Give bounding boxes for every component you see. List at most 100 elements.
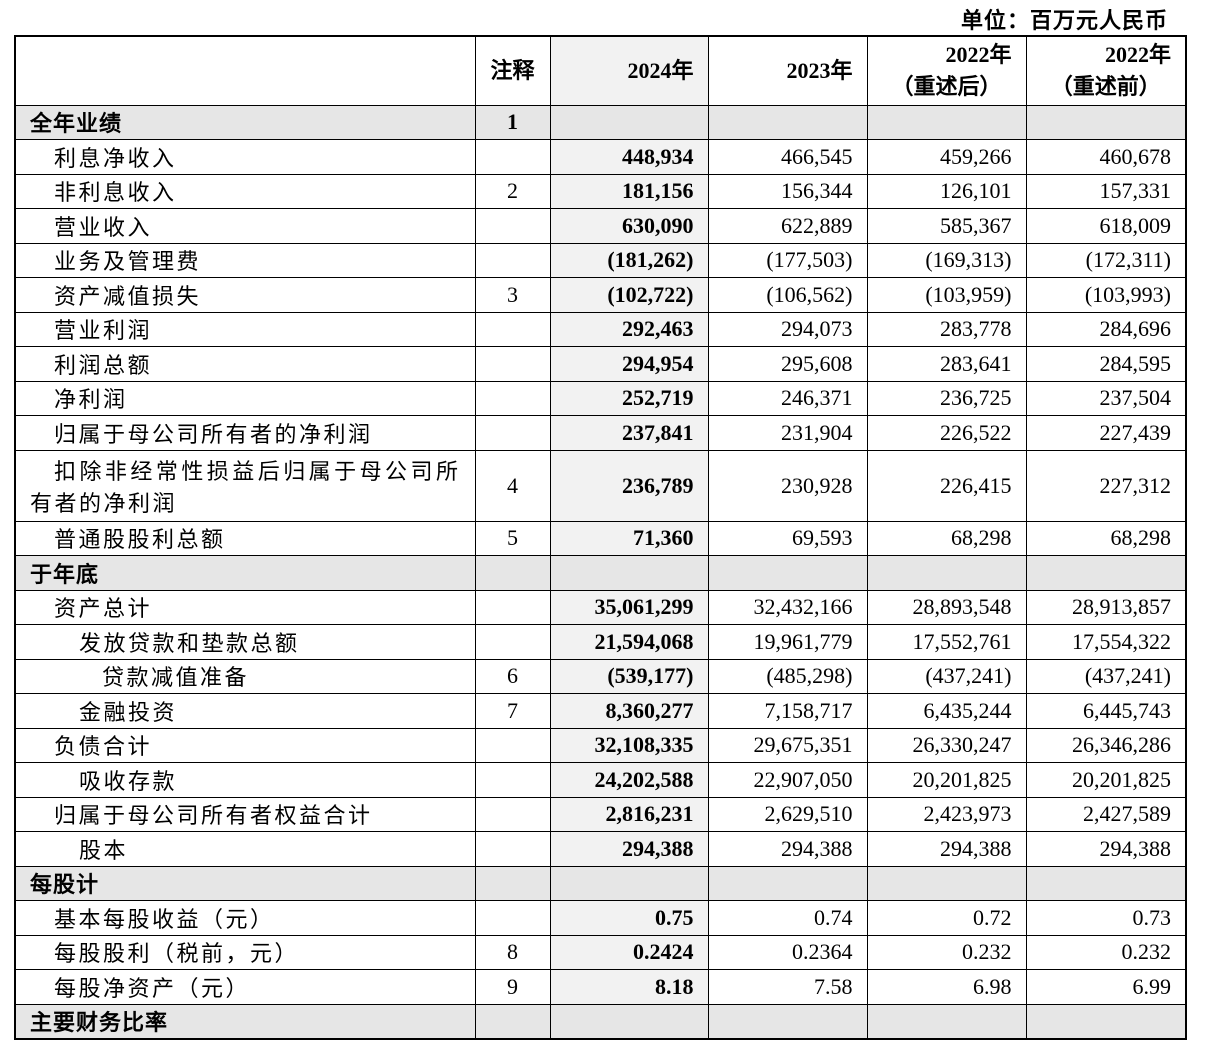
value-cell: 294,954 <box>549 346 709 382</box>
value-cell: 32,432,166 <box>707 589 868 625</box>
value-cell: 252,719 <box>549 380 709 416</box>
value-cell: 26,330,247 <box>866 727 1027 763</box>
value-cell: 0.2424 <box>549 934 709 970</box>
empty-cell <box>707 1003 868 1039</box>
section-label: 每股计 <box>14 865 476 901</box>
header-cell: 2023年 <box>707 35 868 106</box>
data-row: 金融投资 7 8,360,277 7,158,717 6,435,244 6,445,74… <box>14 693 1187 729</box>
empty-cell <box>1025 555 1187 591</box>
value-cell: 0.72 <box>866 900 1027 936</box>
value-cell: 20,201,825 <box>866 762 1027 798</box>
row-label: 发放贷款和垫款总额 <box>14 624 476 660</box>
note-cell: 3 <box>474 277 551 313</box>
empty-cell <box>866 555 1027 591</box>
row-label: 扣除非经常性损益后归属于母公司所有者的净利润 <box>14 449 476 522</box>
value-cell: 227,439 <box>1025 415 1187 451</box>
data-row: 吸收存款 24,202,588 22,907,050 20,201,825 20,201… <box>14 762 1187 798</box>
value-cell: 0.232 <box>1025 934 1187 970</box>
data-row: 利息净收入 448,934 466,545 459,266 460,678 <box>14 139 1187 175</box>
note-cell <box>474 242 551 278</box>
note-cell: 7 <box>474 693 551 729</box>
value-cell: 237,841 <box>549 415 709 451</box>
value-cell: 17,554,322 <box>1025 624 1187 660</box>
row-label: 每股股利（税前，元） <box>14 934 476 970</box>
row-label: 利息净收入 <box>14 139 476 175</box>
header-text: （重述前） <box>1050 73 1161 99</box>
empty-cell <box>707 865 868 901</box>
value-cell: 32,108,335 <box>549 727 709 763</box>
data-row: 扣除非经常性损益后归属于母公司所有者的净利润 4 236,789 230,928 226… <box>14 449 1187 522</box>
value-cell: 294,388 <box>549 831 709 867</box>
value-cell: 6,445,743 <box>1025 693 1187 729</box>
row-label: 每股净资产（元） <box>14 969 476 1005</box>
value-cell: 8.18 <box>549 969 709 1005</box>
value-cell: 6,435,244 <box>866 693 1027 729</box>
data-row: 发放贷款和垫款总额 21,594,068 19,961,779 17,552,761 1… <box>14 624 1187 660</box>
value-cell: 231,904 <box>707 415 868 451</box>
note-cell <box>474 139 551 175</box>
note-cell <box>474 311 551 347</box>
value-cell: 236,725 <box>866 380 1027 416</box>
row-label: 营业收入 <box>14 208 476 244</box>
value-cell: 29,675,351 <box>707 727 868 763</box>
note-cell <box>474 762 551 798</box>
section-row: 主要财务比率 <box>14 1003 1187 1039</box>
value-cell: 8,360,277 <box>549 693 709 729</box>
section-row: 于年底 <box>14 555 1187 591</box>
note-cell <box>474 208 551 244</box>
value-cell: 294,388 <box>1025 831 1187 867</box>
empty-cell <box>549 555 709 591</box>
data-row: 每股净资产（元） 9 8.18 7.58 6.98 6.99 <box>14 969 1187 1005</box>
empty-cell <box>866 865 1027 901</box>
header-cell <box>14 35 476 106</box>
header-text: （重述后） <box>891 73 1002 99</box>
data-row: 资产总计 35,061,299 32,432,166 28,893,548 28,913… <box>14 589 1187 625</box>
value-cell: (103,993) <box>1025 277 1187 313</box>
data-row: 基本每股收益（元） 0.75 0.74 0.72 0.73 <box>14 900 1187 936</box>
header-cell: 2022年 （重述后） <box>866 35 1027 106</box>
value-cell: 2,427,589 <box>1025 796 1187 832</box>
empty-cell <box>1025 1003 1187 1039</box>
value-cell: 35,061,299 <box>549 589 709 625</box>
note-cell <box>474 589 551 625</box>
header-text: 2024年 <box>627 57 694 83</box>
row-label: 资产总计 <box>14 589 476 625</box>
financial-table: 注释 2024年 2023年 2022年 （重述后） 2022年 （重述前） 全年业绩 1 利息净… <box>14 35 1187 1040</box>
value-cell: 237,504 <box>1025 380 1187 416</box>
header-row: 注释 2024年 2023年 2022年 （重述后） 2022年 （重述前） <box>14 35 1187 106</box>
data-row: 营业利润 292,463 294,073 283,778 284,696 <box>14 311 1187 347</box>
value-cell: 7,158,717 <box>707 693 868 729</box>
row-label: 基本每股收益（元） <box>14 900 476 936</box>
row-label: 贷款减值准备 <box>14 658 476 694</box>
value-cell: 283,641 <box>866 346 1027 382</box>
row-label: 营业利润 <box>14 311 476 347</box>
value-cell: 6.98 <box>866 969 1027 1005</box>
value-cell: (102,722) <box>549 277 709 313</box>
value-cell: (172,311) <box>1025 242 1187 278</box>
value-cell: 630,090 <box>549 208 709 244</box>
section-row: 每股计 <box>14 865 1187 901</box>
value-cell: 2,629,510 <box>707 796 868 832</box>
data-row: 资产减值损失 3 (102,722) (106,562) (103,959) (103,9… <box>14 277 1187 313</box>
header-text: 2023年 <box>786 57 853 83</box>
value-cell: 246,371 <box>707 380 868 416</box>
note-cell: 9 <box>474 969 551 1005</box>
data-row: 归属于母公司所有者权益合计 2,816,231 2,629,510 2,423,973… <box>14 796 1187 832</box>
value-cell: 236,789 <box>549 449 709 522</box>
note-cell <box>474 1003 551 1039</box>
value-cell: 0.75 <box>549 900 709 936</box>
value-cell: 448,934 <box>549 139 709 175</box>
value-cell: 0.73 <box>1025 900 1187 936</box>
value-cell: 284,696 <box>1025 311 1187 347</box>
empty-cell <box>1025 865 1187 901</box>
value-cell: 226,522 <box>866 415 1027 451</box>
header-text: 2022年 <box>945 41 1012 67</box>
value-cell: 0.232 <box>866 934 1027 970</box>
data-row: 利润总额 294,954 295,608 283,641 284,595 <box>14 346 1187 382</box>
value-cell: 585,367 <box>866 208 1027 244</box>
data-row: 归属于母公司所有者的净利润 237,841 231,904 226,522 227,43… <box>14 415 1187 451</box>
value-cell: 22,907,050 <box>707 762 868 798</box>
header-cell: 注释 <box>474 35 551 106</box>
row-label: 净利润 <box>14 380 476 416</box>
